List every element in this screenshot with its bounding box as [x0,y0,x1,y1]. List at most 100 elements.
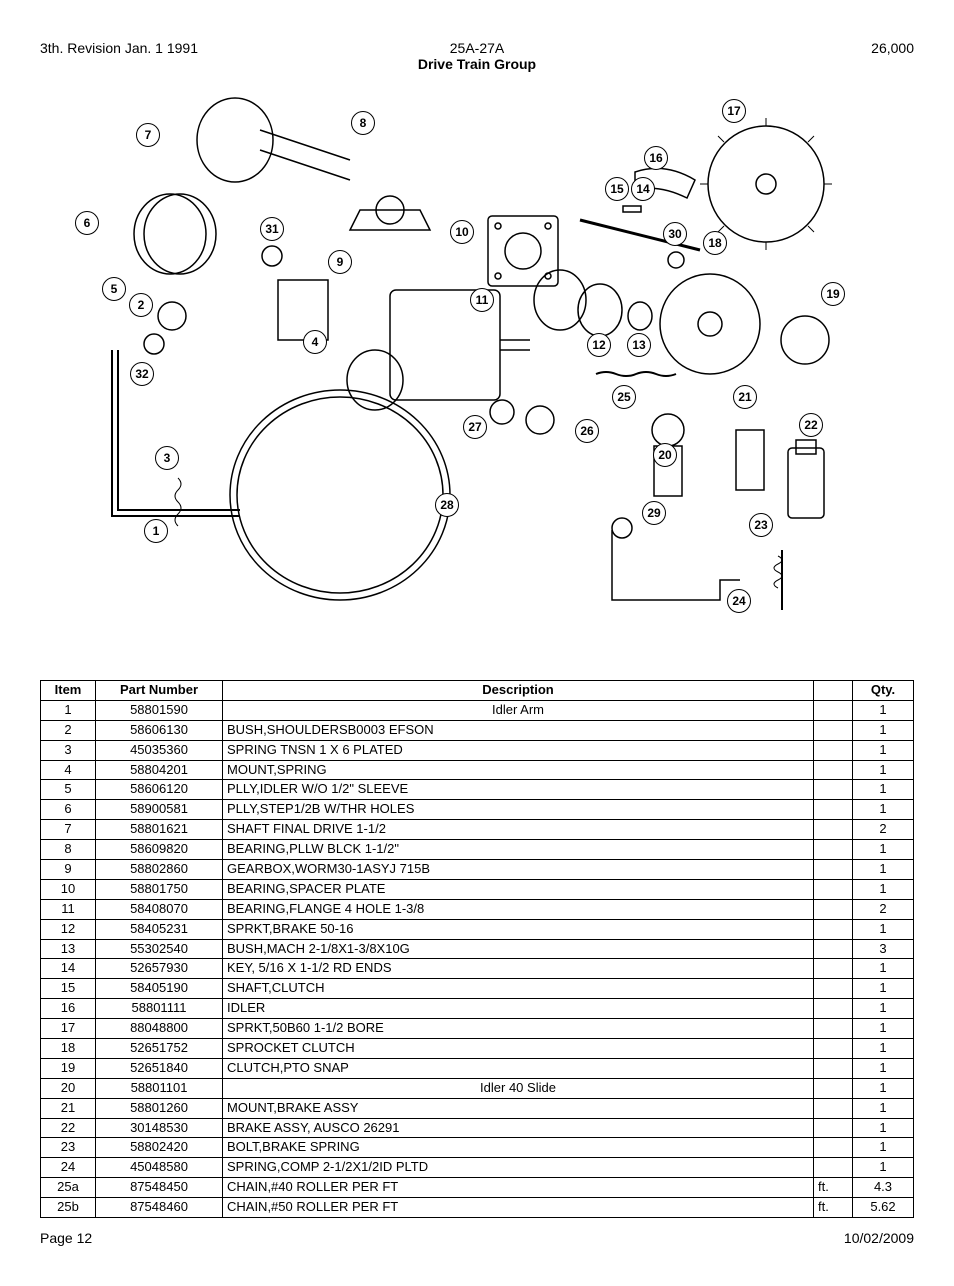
callout-18: 18 [703,231,727,255]
cell-item: 10 [41,879,96,899]
table-row: 958802860GEARBOX,WORM30-1ASYJ 715B1 [41,860,914,880]
cell-item: 3 [41,740,96,760]
callout-26: 26 [575,419,599,443]
cell-unit [814,979,853,999]
cell-unit [814,939,853,959]
callout-4: 4 [303,330,327,354]
cell-part: 58606120 [96,780,223,800]
page-number: Page 12 [40,1230,92,1246]
cell-desc: CHAIN,#50 ROLLER PER FT [223,1198,814,1218]
cell-qty: 1 [853,979,914,999]
cell-part: 58802860 [96,860,223,880]
header-number: 26,000 [623,40,914,56]
cell-qty: 1 [853,999,914,1019]
cell-desc: SPROCKET CLUTCH [223,1039,814,1059]
cell-unit [814,1039,853,1059]
table-row: 1158408070BEARING,FLANGE 4 HOLE 1-3/82 [41,899,914,919]
cell-desc: BUSH,SHOULDERSB0003 EFSON [223,720,814,740]
cell-part: 52651840 [96,1058,223,1078]
cell-qty: 2 [853,820,914,840]
bushing-2 [144,334,164,354]
cell-part: 58802420 [96,1138,223,1158]
table-row: 345035360SPRING TNSN 1 X 6 PLATED1 [41,740,914,760]
cell-desc: SPRING TNSN 1 X 6 PLATED [223,740,814,760]
cell-desc: SHAFT,CLUTCH [223,979,814,999]
cell-part: 87548460 [96,1198,223,1218]
table-row: 858609820BEARING,PLLW BLCK 1-1/2"1 [41,840,914,860]
cell-qty: 4.3 [853,1178,914,1198]
callout-9: 9 [328,250,352,274]
cell-item: 13 [41,939,96,959]
cell-item: 11 [41,899,96,919]
callout-19: 19 [821,282,845,306]
cell-part: 52651752 [96,1039,223,1059]
table-row: 158801590Idler Arm1 [41,700,914,720]
table-row: 1952651840CLUTCH,PTO SNAP1 [41,1058,914,1078]
cell-qty: 1 [853,919,914,939]
table-row: 2058801101Idler 40 Slide1 [41,1078,914,1098]
cell-qty: 1 [853,1118,914,1138]
th-item: Item [41,681,96,701]
section-title: Drive Train Group [418,56,536,72]
footer-date: 10/02/2009 [844,1230,914,1246]
cell-item: 25b [41,1198,96,1218]
key-14 [623,206,641,212]
callout-6: 6 [75,211,99,235]
cell-unit [814,1078,853,1098]
cell-unit [814,879,853,899]
cell-desc: SPRKT,50B60 1-1/2 BORE [223,1019,814,1039]
callout-21: 21 [733,385,757,409]
cell-desc: SHAFT FINAL DRIVE 1-1/2 [223,820,814,840]
cell-unit [814,919,853,939]
cell-item: 16 [41,999,96,1019]
cell-unit [814,720,853,740]
cell-qty: 1 [853,1158,914,1178]
parts-table-head: Item Part Number Description Qty. [41,681,914,701]
callout-20: 20 [653,443,677,467]
table-row: 558606120PLLY,IDLER W/O 1/2" SLEEVE1 [41,780,914,800]
cell-item: 6 [41,800,96,820]
sprocket-18 [660,274,760,374]
cell-part: 58405190 [96,979,223,999]
cell-unit [814,1158,853,1178]
th-part: Part Number [96,681,223,701]
cell-part: 58801750 [96,879,223,899]
cell-desc: KEY, 5/16 X 1-1/2 RD ENDS [223,959,814,979]
cell-item: 14 [41,959,96,979]
cell-unit [814,800,853,820]
callout-32: 32 [130,362,154,386]
cell-qty: 1 [853,840,914,860]
cell-part: 58408070 [96,899,223,919]
belt-shape [230,390,450,600]
bushing-5 [158,302,186,330]
page: 3th. Revision Jan. 1 1991 25A-27A Drive … [40,40,914,1246]
cell-item: 20 [41,1078,96,1098]
callout-10: 10 [450,220,474,244]
cell-desc: IDLER [223,999,814,1019]
cell-qty: 1 [853,720,914,740]
cell-unit [814,840,853,860]
cell-desc: Idler 40 Slide [223,1078,814,1098]
callout-25: 25 [612,385,636,409]
sprocket-17 [700,118,832,250]
exploded-diagram: 1234567891011121314151617181920212223242… [40,80,914,640]
cell-unit [814,780,853,800]
table-row: 1258405231SPRKT,BRAKE 50-161 [41,919,914,939]
table-row: 258606130BUSH,SHOULDERSB0003 EFSON1 [41,720,914,740]
page-footer: Page 12 10/02/2009 [40,1230,914,1246]
revision-text: 3th. Revision Jan. 1 1991 [40,40,331,56]
cell-part: 58405231 [96,919,223,939]
table-row: 1058801750BEARING,SPACER PLATE1 [41,879,914,899]
cell-item: 23 [41,1138,96,1158]
cell-qty: 1 [853,700,914,720]
cell-item: 1 [41,700,96,720]
cell-part: 88048800 [96,1019,223,1039]
cell-unit [814,1138,853,1158]
cell-item: 17 [41,1019,96,1039]
cell-qty: 3 [853,939,914,959]
hub-31 [262,246,282,266]
cell-part: 58801260 [96,1098,223,1118]
cell-part: 52657930 [96,959,223,979]
cell-unit [814,999,853,1019]
sprocket-26 [526,406,554,434]
